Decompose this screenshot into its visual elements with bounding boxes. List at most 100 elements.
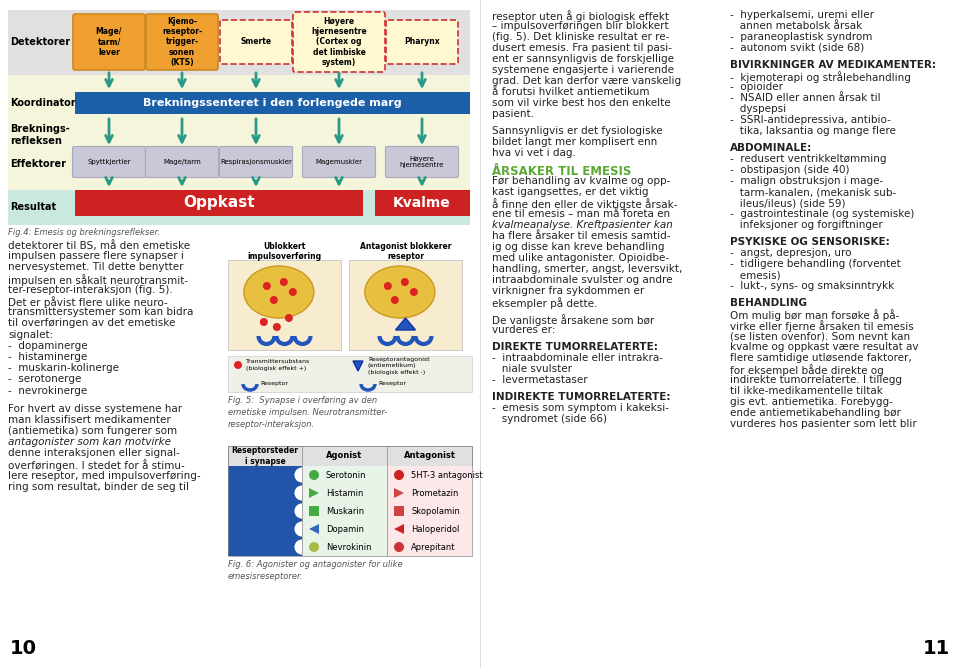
Text: for eksempel både direkte og: for eksempel både direkte og — [730, 364, 884, 376]
Text: lere reseptor, med impulsoverføring-: lere reseptor, med impulsoverføring- — [8, 471, 201, 481]
Text: Serotonin: Serotonin — [326, 470, 367, 480]
Text: – impulsoverføringen blir blokkert: – impulsoverføringen blir blokkert — [492, 21, 668, 31]
Bar — [8, 10, 470, 75]
Text: Magemuskler: Magemuskler — [316, 159, 363, 165]
Text: Reseptorsteder
i synapse: Reseptorsteder i synapse — [231, 446, 299, 466]
Text: -  tidligere behandling (forventet: - tidligere behandling (forventet — [730, 259, 900, 269]
Polygon shape — [394, 524, 404, 534]
Bar — [75, 92, 470, 114]
Text: -  redusert ventrikkeltømming: - redusert ventrikkeltømming — [730, 154, 886, 164]
FancyBboxPatch shape — [146, 14, 218, 70]
Text: tika, laksantia og mange flere: tika, laksantia og mange flere — [730, 126, 896, 136]
Text: Haloperidol: Haloperidol — [411, 524, 460, 534]
Polygon shape — [309, 488, 319, 498]
Bar — [228, 356, 472, 392]
Text: Høyere
hjernesentre
(Cortex og
det limbiske
system): Høyere hjernesentre (Cortex og det limbi… — [311, 17, 367, 67]
Text: ende antiemetikabehandling bør: ende antiemetikabehandling bør — [730, 408, 900, 418]
Text: Det er påvist flere ulike neuro-: Det er påvist flere ulike neuro- — [8, 296, 168, 308]
Text: kast igangsettes, er det viktig: kast igangsettes, er det viktig — [492, 187, 649, 197]
Text: -  paraneoplastisk syndrom: - paraneoplastisk syndrom — [730, 32, 873, 42]
Circle shape — [273, 323, 281, 331]
Text: -  SSRI-antidepressiva, antibio-: - SSRI-antidepressiva, antibio- — [730, 115, 891, 125]
Text: denne interaksjonen eller signal-: denne interaksjonen eller signal- — [8, 448, 180, 458]
Text: signalet:: signalet: — [8, 329, 53, 339]
Bar — [8, 75, 470, 190]
Text: vurderes er:: vurderes er: — [492, 325, 556, 335]
Text: BEHANDLING: BEHANDLING — [730, 298, 807, 308]
Text: -  dopaminerge: - dopaminerge — [8, 341, 87, 351]
Text: tarm-kanalen, (mekanisk sub-: tarm-kanalen, (mekanisk sub- — [730, 187, 897, 197]
Text: -  emesis som symptom i kakeksi-: - emesis som symptom i kakeksi- — [492, 403, 669, 413]
Text: virke eller fjerne årsaken til emesis: virke eller fjerne årsaken til emesis — [730, 320, 914, 332]
Text: INDIREKTE TUMORRELATERTE:: INDIREKTE TUMORRELATERTE: — [492, 392, 670, 402]
Circle shape — [280, 278, 288, 286]
Text: -  intraabdominale eller intrakra-: - intraabdominale eller intrakra- — [492, 353, 663, 363]
FancyBboxPatch shape — [146, 146, 219, 178]
Text: Ublokkert
impulsoverføring: Ublokkert impulsoverføring — [248, 242, 322, 261]
Text: -  opioider: - opioider — [730, 82, 783, 92]
Text: (antiemetika) som fungerer som: (antiemetika) som fungerer som — [8, 426, 178, 436]
Bar — [375, 190, 470, 216]
Text: ileus/ileus) (side 59): ileus/ileus) (side 59) — [730, 198, 846, 208]
Wedge shape — [295, 468, 302, 482]
Text: -  serotonerge: - serotonerge — [8, 374, 82, 384]
Circle shape — [401, 278, 409, 286]
Circle shape — [384, 282, 392, 290]
Text: Dopamin: Dopamin — [326, 524, 364, 534]
Text: Før behandling av kvalme og opp-: Før behandling av kvalme og opp- — [492, 176, 670, 186]
Text: Om mulig bør man forsøke å på-: Om mulig bør man forsøke å på- — [730, 309, 900, 321]
Polygon shape — [353, 361, 363, 371]
FancyBboxPatch shape — [386, 146, 459, 178]
Text: Fig. 6: Agonister og antagonister for ulike
emesisreseptorer.: Fig. 6: Agonister og antagonister for ul… — [228, 560, 402, 580]
Text: Fig. 5:  Synapse i overføring av den
emetiske impulsen. Neurotransmitter-
resept: Fig. 5: Synapse i overføring av den emet… — [228, 396, 388, 429]
Text: Pharynx: Pharynx — [404, 37, 440, 47]
Polygon shape — [394, 488, 404, 498]
Text: Transmittersubstans
(biologisk effekt +): Transmittersubstans (biologisk effekt +) — [246, 359, 310, 371]
Bar — [228, 260, 341, 350]
Text: Reseptorantagonist
(antiemetikum)
(biologisk effekt -): Reseptorantagonist (antiemetikum) (biolo… — [368, 357, 430, 375]
Text: Koordinator: Koordinator — [10, 98, 76, 108]
Text: antagonister som kan motvirke: antagonister som kan motvirke — [8, 437, 171, 447]
Circle shape — [309, 470, 319, 480]
Text: Agonist: Agonist — [326, 452, 363, 460]
Text: 11: 11 — [923, 639, 950, 658]
Text: Reseptor: Reseptor — [260, 381, 288, 387]
Text: transmittersystemer som kan bidra: transmittersystemer som kan bidra — [8, 307, 193, 317]
Text: DIREKTE TUMORRELATERTE:: DIREKTE TUMORRELATERTE: — [492, 342, 658, 352]
Text: -  autonom svikt (side 68): - autonom svikt (side 68) — [730, 43, 864, 53]
Text: ÅRSAKER TIL EMESIS: ÅRSAKER TIL EMESIS — [492, 165, 632, 178]
Text: Spyttkjertler: Spyttkjertler — [87, 159, 131, 165]
Text: emesis): emesis) — [730, 270, 780, 280]
Text: Skopolamin: Skopolamin — [411, 506, 460, 516]
Text: å forutsi hvilket antiemetikum: å forutsi hvilket antiemetikum — [492, 87, 650, 97]
Circle shape — [394, 470, 404, 480]
Bar — [302, 466, 387, 556]
Text: infeksjoner og forgiftninger: infeksjoner og forgiftninger — [730, 220, 883, 230]
Text: -  angst, depresjon, uro: - angst, depresjon, uro — [730, 248, 852, 258]
Text: ABDOMINALE:: ABDOMINALE: — [730, 143, 812, 153]
FancyBboxPatch shape — [386, 20, 458, 64]
Circle shape — [410, 288, 418, 296]
Text: impulsen passere flere synapser i: impulsen passere flere synapser i — [8, 251, 184, 261]
Wedge shape — [295, 540, 302, 554]
Text: De vanligste årsakene som bør: De vanligste årsakene som bør — [492, 314, 655, 326]
Text: Histamin: Histamin — [326, 488, 364, 498]
Text: impulsen en såkalt neurotransmit-: impulsen en såkalt neurotransmit- — [8, 274, 188, 285]
Text: -  gastrointestinale (og systemiske): - gastrointestinale (og systemiske) — [730, 209, 914, 219]
Text: systemene engasjerte i varierende: systemene engasjerte i varierende — [492, 65, 674, 75]
Text: med ulike antagonister. Opioidbe-: med ulike antagonister. Opioidbe- — [492, 253, 669, 263]
Text: til ikke-medikamentelle tiltak: til ikke-medikamentelle tiltak — [730, 386, 883, 396]
Text: syndromet (side 66): syndromet (side 66) — [492, 414, 607, 424]
Text: virknigner fra sykdommen er: virknigner fra sykdommen er — [492, 286, 644, 296]
Text: ter-reseptor-interaksjon (fig. 5).: ter-reseptor-interaksjon (fig. 5). — [8, 285, 173, 295]
Text: ig og disse kan kreve behandling: ig og disse kan kreve behandling — [492, 242, 664, 252]
Circle shape — [285, 314, 293, 322]
FancyBboxPatch shape — [73, 146, 146, 178]
Circle shape — [309, 542, 319, 552]
FancyBboxPatch shape — [73, 14, 145, 70]
Text: ring som resultat, binder de seg til: ring som resultat, binder de seg til — [8, 482, 189, 492]
Wedge shape — [295, 486, 302, 500]
Text: vurderes hos pasienter som lett blir: vurderes hos pasienter som lett blir — [730, 420, 917, 430]
Text: Smerte: Smerte — [240, 37, 272, 47]
Text: Muskarin: Muskarin — [326, 506, 364, 516]
